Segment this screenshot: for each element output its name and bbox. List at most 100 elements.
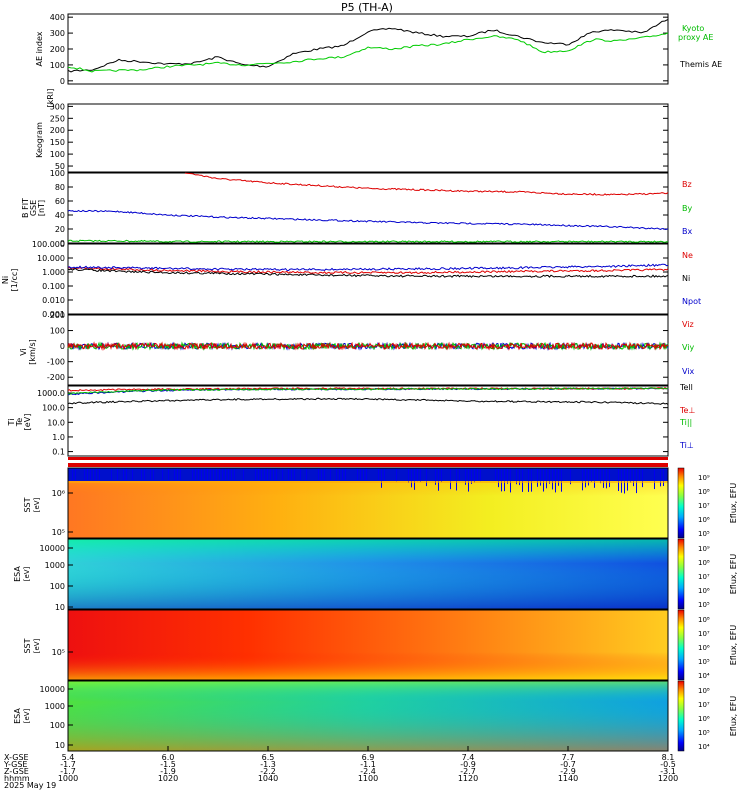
stripe	[84, 468, 85, 480]
stripe	[600, 468, 601, 484]
ae-ylabel: AE index	[35, 31, 44, 66]
keogram-ylabel: Keogram	[35, 122, 44, 158]
temperature-legend-teperp: Te⊥	[679, 406, 695, 415]
ephem-value: 7.4	[462, 753, 475, 762]
y-tick-label: 1000.0	[37, 389, 65, 398]
y-tick-label: 200	[50, 126, 65, 135]
stripe	[537, 468, 538, 487]
y-tick-label: 300	[50, 29, 65, 38]
y-tick-label: 0	[60, 77, 65, 86]
esa-i-unit: [eV]	[23, 708, 31, 723]
density-unit: [1/cc]	[10, 269, 19, 292]
temperature-ylabel2: Te	[15, 418, 24, 428]
y-tick-label: 0.010	[42, 296, 65, 305]
stripe	[606, 468, 607, 489]
stripe	[216, 468, 217, 480]
quality-bar	[68, 457, 668, 467]
esa-e-ylabel: ESA	[13, 566, 22, 582]
keogram-y-ticks: 300 250 200 150 100 50	[50, 102, 668, 171]
y-tick-label: 0	[60, 342, 65, 351]
velocity-ylabel: Vi	[19, 348, 28, 356]
stripe	[591, 468, 592, 482]
y-tick-label: 100.000	[32, 240, 65, 249]
y-tick-label: 10000	[40, 544, 65, 553]
bfield-panel: B FIT GSE [nT] 100 80 60 40 20 0 Bz By Bx	[21, 169, 692, 248]
colorbar-tick-label: 10⁷	[698, 502, 710, 510]
temperature-line-0	[67, 397, 669, 405]
stripe	[336, 468, 337, 480]
stripe	[630, 468, 631, 483]
x-tick-label: 1120	[458, 774, 478, 783]
stripe	[594, 468, 595, 488]
y-tick-label: 10⁶	[52, 489, 65, 498]
esa-e-unit: [eV]	[23, 566, 31, 581]
velocity-legend-viy: Viy	[682, 343, 695, 352]
bfield-ylabel: B FIT	[21, 198, 30, 218]
stripe	[168, 468, 169, 480]
stripe	[366, 468, 367, 480]
keogram-panel: Keogram [kRl] 300 250 200 150 100 50	[35, 89, 669, 173]
y-tick-label: 300	[50, 102, 65, 111]
stripe	[627, 468, 628, 491]
ae-series	[67, 18, 669, 73]
ae-line-0	[67, 18, 669, 73]
ephem-value: 6.0	[162, 753, 175, 762]
stripe	[408, 468, 409, 483]
stripe	[111, 468, 112, 480]
x-tick-label: 1200	[658, 774, 678, 783]
y-tick-label: 150	[50, 138, 65, 147]
stripe	[546, 468, 547, 489]
stripe	[660, 468, 661, 487]
stripe	[357, 468, 358, 480]
stripe	[68, 481, 668, 483]
stripe	[495, 468, 496, 481]
y-tick-label: -200	[47, 373, 65, 382]
ephem-label: X-GSE	[4, 753, 29, 762]
sst-e-unit: [eV]	[33, 497, 41, 512]
colorbar-tick-label: 10⁷	[698, 630, 710, 638]
stripe	[264, 468, 265, 480]
bfield-y-ticks: 100 80 60 40 20 0	[50, 169, 668, 248]
stripe	[282, 468, 283, 480]
ephem-value: -0.9	[460, 760, 476, 769]
stripe	[87, 468, 88, 480]
stripe	[555, 468, 556, 493]
stripe	[510, 468, 511, 493]
stripe	[378, 468, 379, 480]
stripe	[162, 468, 163, 480]
y-tick-label: 200	[50, 311, 65, 320]
stripe	[426, 468, 427, 487]
stripe	[261, 468, 262, 480]
ephem-value: -1.3	[260, 760, 276, 769]
colorbar-tick-label: 10⁸	[698, 616, 710, 624]
y-tick-label: 1.0	[52, 433, 65, 442]
colorbar-tick-label: 10⁵	[698, 729, 710, 737]
stripe	[345, 468, 346, 480]
stripe	[633, 468, 634, 487]
colorbar-tick-label: 10⁸	[698, 559, 710, 567]
stripe	[132, 468, 133, 480]
stripe	[318, 468, 319, 480]
sst-i-ylabel: SST	[23, 638, 32, 653]
stripe	[210, 468, 211, 480]
colorbar-tick-label: 10⁹	[698, 545, 710, 553]
y-tick-label: 100	[50, 582, 65, 591]
ephem-value: -2.2	[260, 767, 276, 776]
stripe	[450, 468, 451, 490]
stripe	[396, 468, 397, 482]
ephem-value: -2.7	[460, 767, 476, 776]
ephem-value: -1.7	[60, 760, 76, 769]
stripe	[552, 468, 553, 490]
ephem-value: -1.9	[160, 767, 176, 776]
x-tick-label: 1040	[258, 774, 278, 783]
stripe	[603, 468, 604, 488]
stripe	[126, 468, 127, 480]
stripe	[204, 468, 205, 480]
plot-title: P5 (TH-A)	[341, 1, 393, 14]
stripe	[528, 468, 529, 492]
y-tick-label: 80	[55, 183, 65, 192]
stripe	[300, 468, 301, 480]
temperature-legend-tiperp: Ti⊥	[679, 441, 694, 450]
density-ylabel: Ni	[1, 276, 10, 284]
